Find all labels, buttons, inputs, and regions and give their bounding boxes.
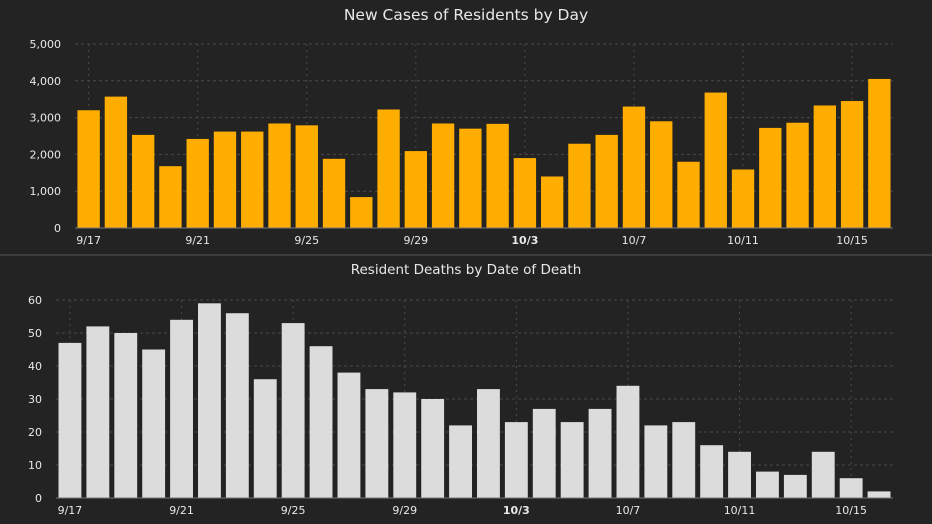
deaths-bar-10-8 xyxy=(644,425,668,498)
cases-ytick-label: 5,000 xyxy=(30,38,62,51)
deaths-ytick-label: 30 xyxy=(28,393,42,406)
deaths-bar-10-15 xyxy=(839,478,863,498)
cases-bar-10-8 xyxy=(650,121,673,228)
cases-ytick-label: 1,000 xyxy=(30,185,62,198)
deaths-xtick-label: 10/11 xyxy=(724,504,756,517)
cases-bar-10-12 xyxy=(759,127,782,228)
cases-bar-10-13 xyxy=(786,122,809,228)
cases-bar-10-14 xyxy=(813,105,837,228)
cases-bar-9-26 xyxy=(322,158,346,228)
deaths-xtick-label: 9/25 xyxy=(281,504,306,517)
cases-bar-10-1 xyxy=(459,128,482,228)
deaths-ytick-label: 60 xyxy=(28,294,42,307)
cases-xtick-label: 10/15 xyxy=(836,234,868,247)
cases-bar-9-25 xyxy=(295,125,318,228)
deaths-xtick-label: 9/17 xyxy=(58,504,83,517)
cases-bar-10-9 xyxy=(677,161,700,228)
deaths-bar-9-28 xyxy=(365,389,389,498)
cases-ytick-label: 4,000 xyxy=(30,75,62,88)
deaths-bar-10-4 xyxy=(532,408,556,498)
deaths-bar-9-26 xyxy=(309,346,333,498)
cases-xtick-label: 9/25 xyxy=(294,234,319,247)
deaths-bar-10-10 xyxy=(700,445,724,498)
deaths-bar-10-5 xyxy=(560,422,584,498)
cases-bar-9-27 xyxy=(350,197,373,228)
cases-ytick-label: 0 xyxy=(54,222,61,235)
cases-bar-9-19 xyxy=(131,134,155,228)
deaths-xtick-label: 10/15 xyxy=(835,504,867,517)
cases-xtick-label: 9/29 xyxy=(403,234,428,247)
deaths-bar-9-19 xyxy=(114,333,138,498)
cases-bar-9-22 xyxy=(213,131,237,228)
deaths-bar-10-2 xyxy=(477,389,500,498)
deaths-bar-9-20 xyxy=(142,349,166,498)
deaths-bar-9-18 xyxy=(86,326,110,498)
cases-xtick-label: 9/21 xyxy=(185,234,210,247)
deaths-bar-10-9 xyxy=(672,422,696,498)
deaths-bar-10-16 xyxy=(867,491,891,498)
cases-bar-9-29 xyxy=(404,151,428,228)
deaths-bar-9-29 xyxy=(393,392,417,498)
deaths-xtick-label: 10/7 xyxy=(616,504,641,517)
deaths-bar-10-12 xyxy=(756,471,779,498)
cases-bar-10-10 xyxy=(704,92,727,229)
deaths-bar-9-22 xyxy=(198,303,221,498)
deaths-bar-9-23 xyxy=(225,313,249,498)
cases-bar-10-7 xyxy=(622,106,646,228)
cases-bar-10-4 xyxy=(540,176,564,228)
deaths-bar-10-14 xyxy=(811,451,835,498)
cases-bar-9-24 xyxy=(268,123,291,228)
cases-bar-10-11 xyxy=(731,169,755,228)
deaths-bar-9-30 xyxy=(421,399,445,498)
deaths-ytick-label: 50 xyxy=(28,327,42,340)
deaths-bar-10-3 xyxy=(504,422,528,498)
deaths-bar-10-7 xyxy=(616,385,640,498)
cases-xtick-label: 9/17 xyxy=(76,234,101,247)
cases-bar-10-3 xyxy=(513,158,537,228)
cases-bar-9-30 xyxy=(431,123,455,228)
cases-bar-9-17 xyxy=(77,110,100,228)
cases-bar-10-16 xyxy=(868,78,891,229)
deaths-bar-10-6 xyxy=(588,408,612,498)
cases-bar-10-5 xyxy=(568,143,591,228)
cases-bar-10-2 xyxy=(486,123,509,228)
cases-ytick-label: 2,000 xyxy=(30,148,62,161)
deaths-bar-9-25 xyxy=(281,323,305,498)
deaths-ytick-label: 0 xyxy=(35,492,42,505)
cases-xtick-label: 10/3 xyxy=(511,234,538,247)
deaths-bar-9-21 xyxy=(170,319,193,498)
deaths-xtick-label: 10/3 xyxy=(503,504,530,517)
cases-bar-9-18 xyxy=(104,96,128,229)
deaths-bar-10-1 xyxy=(449,425,472,498)
deaths-chart-title: Resident Deaths by Date of Death xyxy=(351,262,582,278)
cases-bar-9-21 xyxy=(186,138,209,228)
cases-bar-9-28 xyxy=(377,109,400,228)
deaths-bar-9-24 xyxy=(253,379,277,498)
cases-xtick-label: 10/7 xyxy=(622,234,647,247)
deaths-ytick-label: 20 xyxy=(28,426,42,439)
deaths-ytick-label: 40 xyxy=(28,360,42,373)
deaths-xtick-label: 9/29 xyxy=(392,504,417,517)
cases-bar-10-6 xyxy=(595,134,618,228)
deaths-ytick-label: 10 xyxy=(28,459,42,472)
deaths-bar-10-13 xyxy=(783,474,807,498)
cases-bar-9-23 xyxy=(241,131,264,228)
cases-bar-9-20 xyxy=(159,166,182,228)
cases-chart-title: New Cases of Residents by Day xyxy=(344,6,588,24)
deaths-bar-10-11 xyxy=(728,451,751,498)
deaths-bar-9-17 xyxy=(58,342,82,498)
cases-ytick-label: 3,000 xyxy=(30,112,62,125)
cases-bar-10-15 xyxy=(840,101,864,228)
cases-xtick-label: 10/11 xyxy=(727,234,759,247)
deaths-bar-9-27 xyxy=(337,372,361,498)
deaths-xtick-label: 9/21 xyxy=(169,504,194,517)
